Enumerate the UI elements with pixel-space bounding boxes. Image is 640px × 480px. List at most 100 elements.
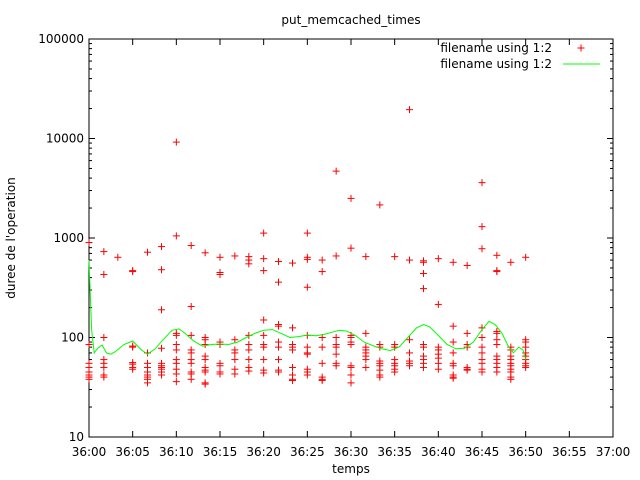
- data-point: [157, 266, 165, 274]
- data-point: [463, 343, 471, 351]
- data-point: [157, 243, 165, 251]
- y-tick-label: 1000: [53, 231, 84, 245]
- data-point: [157, 371, 165, 379]
- data-point: [216, 370, 224, 378]
- data-point: [216, 253, 224, 261]
- data-point: [318, 268, 326, 276]
- data-point: [260, 356, 268, 364]
- data-point: [449, 258, 457, 266]
- data-point: [376, 201, 384, 209]
- data-point: [434, 255, 442, 263]
- data-point: [187, 359, 195, 367]
- data-point: [303, 371, 311, 379]
- data-point: [231, 356, 239, 364]
- y-tick-label: 10: [69, 430, 84, 444]
- data-point: [463, 366, 471, 374]
- data-point: [201, 368, 209, 376]
- data-point: [303, 283, 311, 291]
- data-point: [100, 334, 108, 341]
- data-point: [347, 363, 355, 371]
- data-point: [391, 253, 399, 261]
- data-point: [406, 106, 414, 114]
- data-point: [362, 356, 370, 364]
- data-point: [100, 270, 108, 278]
- data-point: [216, 270, 224, 278]
- x-tick-label: 36:05: [115, 445, 150, 459]
- data-point: [507, 258, 515, 266]
- data-point: [391, 368, 399, 376]
- data-point: [85, 341, 93, 349]
- data-point: [172, 331, 180, 339]
- data-point: [406, 256, 414, 264]
- data-point: [100, 248, 108, 256]
- y-tick-label: 100: [61, 331, 84, 345]
- x-tick-label: 36:10: [159, 445, 194, 459]
- data-point: [260, 331, 268, 339]
- data-point: [245, 346, 253, 354]
- data-point: [129, 268, 137, 276]
- data-point: [231, 252, 239, 260]
- data-point: [275, 322, 283, 330]
- data-point: [201, 249, 209, 257]
- data-point: [172, 370, 180, 378]
- data-point: [245, 356, 253, 364]
- data-point: [260, 369, 268, 377]
- data-point: [376, 373, 384, 381]
- data-point: [493, 329, 501, 337]
- data-point: [260, 267, 268, 275]
- data-point: [231, 336, 239, 344]
- x-axis-ticks: 36:00 36:05 36:10 36:15 36:20 36:25 36:30 36:35…: [72, 39, 631, 459]
- data-point: [449, 362, 457, 370]
- legend-entry-label-2: filename using 1:2: [440, 57, 552, 71]
- legend: filename using 1:2 filename using 1:2: [440, 41, 600, 71]
- data-point: [100, 363, 108, 371]
- data-point: [144, 248, 152, 256]
- data-point: [347, 341, 355, 349]
- data-point: [332, 252, 340, 260]
- data-point: [275, 356, 283, 364]
- data-point: [288, 376, 296, 384]
- data-point: [493, 251, 501, 259]
- data-point: [478, 179, 486, 187]
- data-point: [288, 259, 296, 267]
- data-point: [522, 253, 530, 261]
- data-point: [406, 336, 414, 344]
- x-tick-label: 36:45: [465, 445, 500, 459]
- data-point: [419, 285, 427, 293]
- data-point: [187, 331, 195, 339]
- data-point: [201, 380, 209, 388]
- data-point: [493, 268, 501, 276]
- data-point: [288, 346, 296, 354]
- data-point: [391, 343, 399, 351]
- x-tick-label: 36:40: [421, 445, 456, 459]
- data-point: [419, 269, 427, 277]
- data-point: [318, 376, 326, 384]
- x-tick-label: 36:30: [334, 445, 369, 459]
- data-point: [275, 258, 283, 266]
- data-point: [449, 322, 457, 330]
- data-point: [449, 374, 457, 382]
- data-point: [362, 363, 370, 371]
- x-tick-label: 37:00: [596, 445, 631, 459]
- x-tick-label: 36:25: [290, 445, 325, 459]
- data-point: [187, 375, 195, 383]
- data-point: [172, 346, 180, 354]
- data-point: [85, 239, 93, 247]
- data-point: [85, 375, 93, 383]
- data-point: [332, 343, 340, 351]
- data-point: [463, 329, 471, 337]
- chart-title: put_memcached_times: [281, 13, 420, 27]
- data-point: [129, 365, 137, 373]
- data-point: [522, 363, 530, 371]
- smooth-series-line: [88, 260, 527, 360]
- data-point: [260, 343, 268, 351]
- legend-entry-label-1: filename using 1:2: [440, 41, 552, 55]
- data-point: [362, 253, 370, 261]
- data-point: [187, 242, 195, 250]
- data-point: [157, 306, 165, 314]
- data-point: [275, 343, 283, 351]
- data-point: [245, 260, 253, 268]
- data-point: [260, 255, 268, 263]
- data-point: [303, 350, 311, 358]
- data-point: [507, 375, 515, 383]
